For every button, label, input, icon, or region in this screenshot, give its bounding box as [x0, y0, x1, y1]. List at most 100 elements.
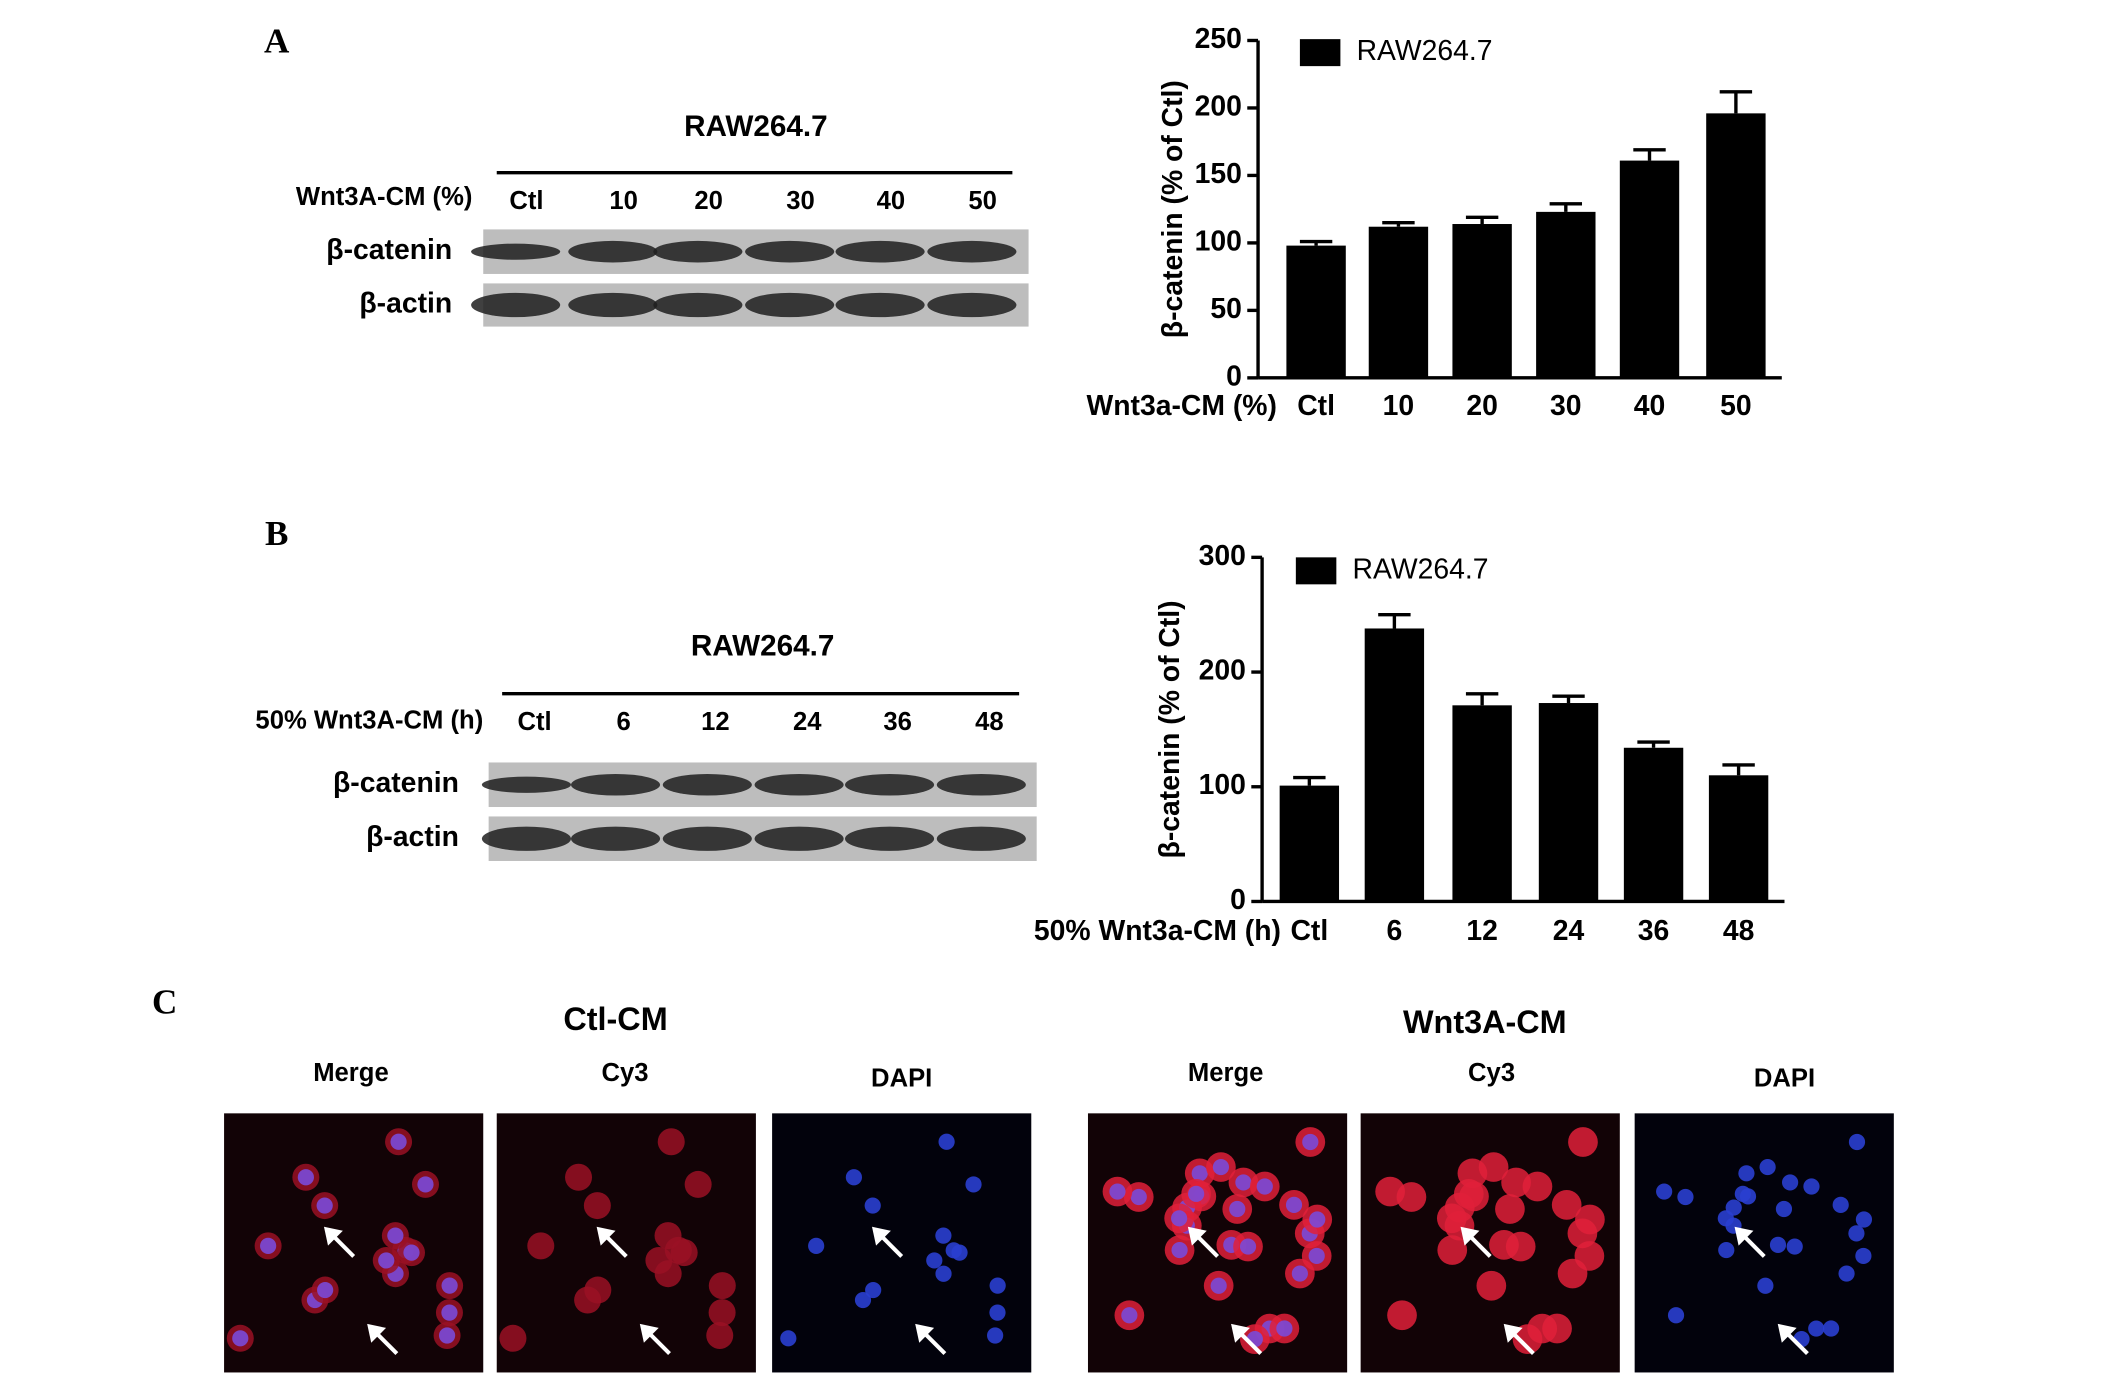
band: [662, 773, 752, 796]
nucleus: [1848, 1133, 1866, 1151]
nucleus: [1229, 1200, 1246, 1218]
nucleus: [441, 1277, 458, 1294]
bar: [1368, 226, 1429, 378]
nucleus: [1782, 1174, 1799, 1191]
band: [662, 826, 752, 851]
x-tick-label: 36: [1638, 915, 1670, 947]
blot-title: RAW264.7: [691, 630, 835, 663]
nucleus: [864, 1197, 881, 1214]
lane-label: 40: [877, 187, 906, 215]
cell: [1495, 1194, 1525, 1224]
nucleus: [1855, 1247, 1872, 1265]
nucleus: [1239, 1238, 1257, 1255]
blot-title: RAW264.7: [684, 110, 828, 143]
lane-label: 20: [694, 187, 723, 215]
y-tick-label: 300: [1199, 540, 1246, 572]
cell: [1575, 1204, 1605, 1235]
y-axis-label: β-catenin (% of Ctl): [1157, 80, 1189, 338]
lane-label: 36: [883, 708, 912, 736]
legend-label: RAW264.7: [1357, 35, 1493, 67]
nucleus: [232, 1330, 249, 1347]
band: [927, 292, 1017, 318]
nucleus: [935, 1265, 952, 1282]
nucleus: [1302, 1133, 1319, 1151]
nucleus: [1656, 1183, 1673, 1200]
nucleus: [1822, 1320, 1840, 1337]
blot-condition: 50% Wnt3A-CM (h): [255, 707, 483, 735]
lane-label: 10: [609, 187, 638, 215]
bar: [1538, 703, 1599, 902]
cell: [1542, 1313, 1572, 1344]
cell: [499, 1324, 527, 1352]
nucleus: [1667, 1307, 1685, 1324]
band: [845, 773, 935, 796]
x-tick-label: 40: [1634, 390, 1666, 422]
lane-label: Ctl: [509, 187, 543, 215]
nucleus: [1188, 1185, 1205, 1202]
nucleus: [1130, 1188, 1147, 1206]
band: [653, 292, 743, 318]
y-tick-label: 0: [1226, 360, 1242, 392]
nucleus: [297, 1169, 314, 1186]
cell: [645, 1246, 673, 1274]
nucleus: [987, 1327, 1004, 1344]
lane-label: 24: [793, 708, 822, 736]
micrograph: [1634, 1113, 1894, 1373]
cell: [1437, 1235, 1468, 1265]
nucleus: [1717, 1210, 1734, 1227]
bar: [1279, 785, 1340, 902]
channel-label: Merge: [313, 1059, 388, 1087]
nucleus: [845, 1169, 862, 1186]
x-axis-label: 50% Wnt3a-CM (h): [1034, 915, 1281, 947]
nucleus: [317, 1281, 334, 1299]
nucleus: [1775, 1200, 1793, 1218]
cell: [684, 1170, 712, 1198]
band: [754, 773, 844, 796]
nucleus: [1677, 1188, 1694, 1206]
x-axis-label: Wnt3a-CM (%): [1087, 390, 1277, 422]
cell: [1476, 1270, 1507, 1301]
bar: [1623, 747, 1684, 902]
cell: [1375, 1176, 1405, 1207]
arrow-head: [1777, 1323, 1797, 1343]
x-tick-label: 12: [1466, 915, 1498, 947]
nucleus: [438, 1327, 456, 1344]
nucleus: [1786, 1238, 1803, 1255]
x-tick-label: Ctl: [1290, 915, 1328, 947]
bar: [1708, 775, 1769, 902]
nucleus: [417, 1176, 434, 1193]
nucleus: [1848, 1225, 1865, 1242]
arrow-head: [1503, 1323, 1523, 1343]
cell: [708, 1299, 736, 1327]
nucleus: [1121, 1307, 1138, 1324]
x-tick-label: 48: [1723, 915, 1755, 947]
arrow-head: [1460, 1226, 1480, 1246]
lane-label: 12: [701, 708, 730, 736]
arrow-head: [871, 1226, 891, 1246]
lane-label: 48: [975, 708, 1004, 736]
band-label: β-actin: [359, 287, 452, 319]
nucleus: [1757, 1277, 1774, 1294]
channel-label: Cy3: [601, 1059, 648, 1087]
lane-label: Ctl: [517, 708, 551, 736]
nucleus: [854, 1291, 872, 1309]
nucleus: [1212, 1158, 1230, 1176]
nucleus: [1291, 1265, 1308, 1282]
cell: [1568, 1127, 1598, 1157]
arrow-head: [639, 1323, 659, 1343]
nucleus: [965, 1176, 982, 1193]
x-tick-label: 20: [1466, 390, 1498, 422]
bar: [1364, 628, 1425, 902]
x-tick-label: 30: [1550, 390, 1582, 422]
cell: [1505, 1231, 1536, 1262]
nucleus: [1276, 1320, 1293, 1337]
nucleus: [1759, 1158, 1776, 1176]
cell: [1453, 1178, 1484, 1209]
channel-label: Merge: [1188, 1059, 1263, 1087]
y-tick-label: 200: [1199, 655, 1246, 687]
y-tick-label: 50: [1210, 293, 1242, 325]
nucleus: [316, 1197, 333, 1214]
arrow-head: [915, 1323, 935, 1343]
band: [835, 240, 925, 263]
